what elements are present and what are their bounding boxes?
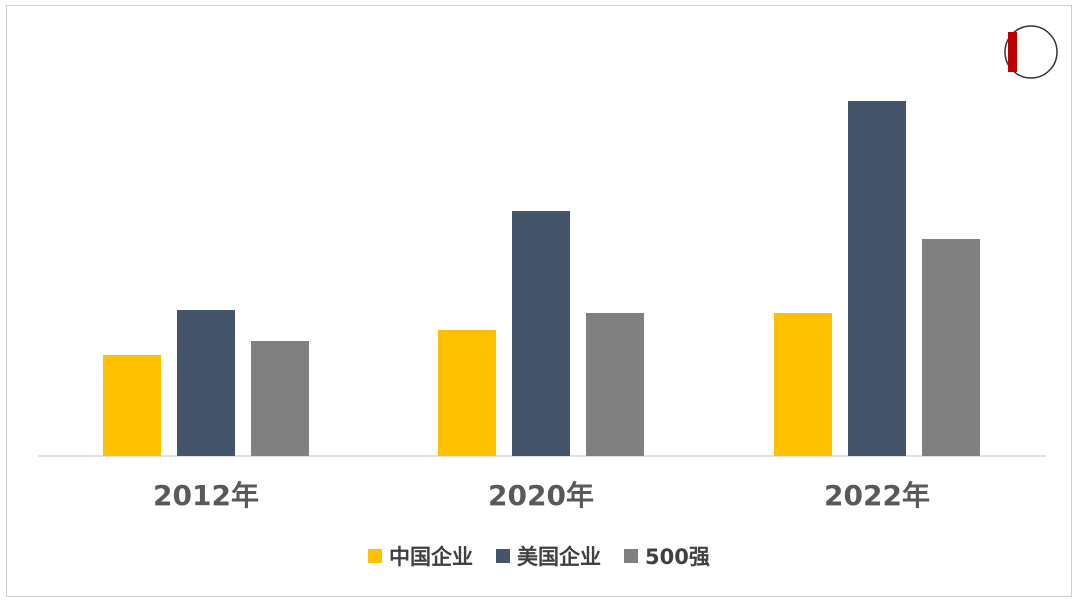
legend-label: 中国企业 xyxy=(389,545,473,569)
seal-logo xyxy=(1004,25,1058,79)
bar-2-1 xyxy=(586,313,644,456)
legend-swatch xyxy=(624,549,638,563)
bar-1-0 xyxy=(177,310,235,456)
bars-group xyxy=(103,101,980,456)
x-tick-labels: 2012年 2020年 2022年 xyxy=(153,479,930,512)
bar-1-2 xyxy=(848,101,906,456)
legend-label: 美国企业 xyxy=(517,545,601,569)
bar-2-2 xyxy=(922,239,980,456)
bar-0-2 xyxy=(774,313,832,456)
bar-0-1 xyxy=(438,330,496,456)
legend-swatch xyxy=(496,549,510,563)
legend-swatch xyxy=(368,549,382,563)
bar-0-0 xyxy=(103,355,161,456)
x-tick-label: 2022年 xyxy=(824,479,930,512)
x-tick-label: 2020年 xyxy=(488,479,594,512)
x-tick-label: 2012年 xyxy=(153,479,259,512)
bar-1-1 xyxy=(512,211,570,456)
bar-2-0 xyxy=(251,341,309,456)
legend: 中国企业 美国企业 500强 xyxy=(368,545,710,569)
legend-label: 500强 xyxy=(645,545,710,569)
